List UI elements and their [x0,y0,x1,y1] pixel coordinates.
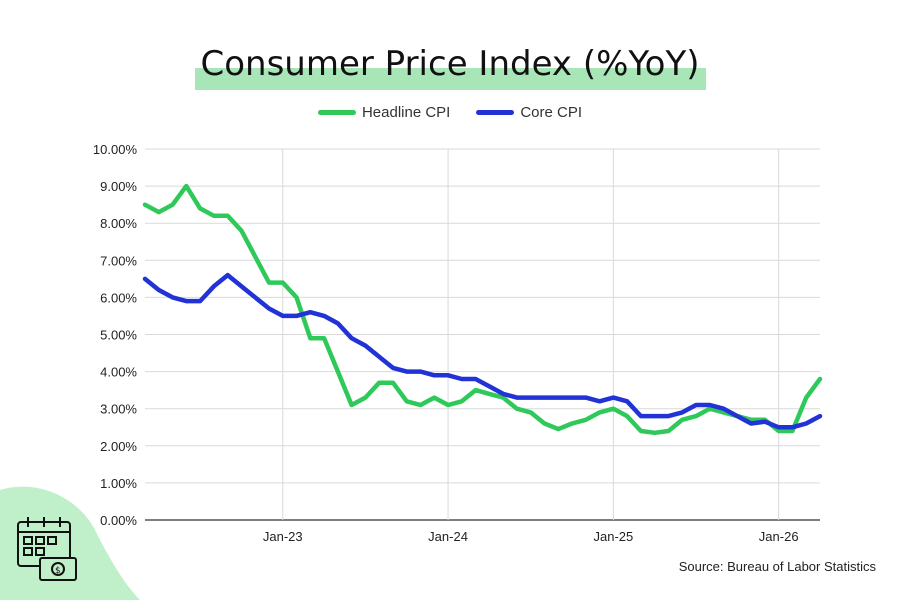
y-tick-label: 10.00% [93,142,138,157]
y-tick-label: 0.00% [100,513,137,528]
y-tick-label: 2.00% [100,439,137,454]
legend-label-core: Core CPI [520,104,583,121]
y-tick-label: 8.00% [100,216,137,231]
y-tick-label: 4.00% [100,365,137,380]
y-tick-label: 3.00% [100,402,137,417]
legend-item-core: Core CPI [476,104,582,121]
series-line-headline-cpi [142,183,823,436]
y-tick-label: 9.00% [100,179,137,194]
series-line-core-cpi [142,272,823,430]
y-tick-label: 6.00% [100,290,137,305]
chart-title: Consumer Price Index (%YoY) [200,44,700,84]
y-tick-label: 5.00% [100,328,137,343]
legend-swatch-core [476,110,515,115]
legend-item-headline: Headline CPI [317,104,451,121]
chart-title-wrapper: Consumer Price Index (%YoY) [194,40,706,90]
svg-text:$: $ [55,566,61,576]
x-tick-label: Jan-23 [263,529,303,544]
legend-label-headline: Headline CPI [361,104,451,121]
y-tick-label: 7.00% [100,253,137,268]
x-tick-label: Jan-25 [593,529,633,544]
x-tick-label: Jan-26 [759,529,799,544]
calendar-money-icon: $ [17,517,77,581]
chart-legend: Headline CPI Core CPI [0,104,900,121]
chart-title-container: Consumer Price Index (%YoY) [0,40,900,90]
legend-swatch-headline [317,110,356,115]
source-note: Source: Bureau of Labor Statistics [678,559,876,574]
y-tick-label: 1.00% [100,476,137,491]
x-tick-label: Jan-24 [428,529,468,544]
